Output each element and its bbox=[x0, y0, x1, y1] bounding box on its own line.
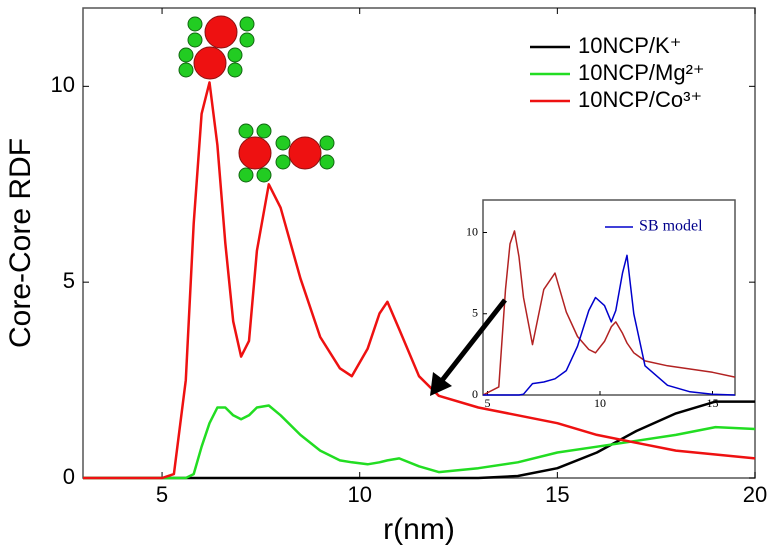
legend-label: 10NCP/Co³⁺ bbox=[578, 87, 702, 112]
x-tick-label: 10 bbox=[594, 396, 606, 410]
series-line bbox=[482, 230, 736, 396]
y-tick-label: 10 bbox=[51, 72, 75, 97]
plot-area bbox=[482, 199, 736, 396]
y-tick-label: 0 bbox=[63, 464, 75, 489]
y-tick-label: 0 bbox=[472, 387, 478, 401]
arrow bbox=[430, 298, 507, 396]
x-tick-label: 5 bbox=[156, 482, 168, 507]
y-tick-label: 5 bbox=[63, 268, 75, 293]
legend-label: 10NCP/Mg²⁺ bbox=[578, 60, 705, 85]
legend-label: SB model bbox=[639, 218, 703, 235]
y-axis-title: Core-Core RDF bbox=[4, 138, 37, 348]
plots: 5 10 15 20051010NCP/K⁺10NCP/Mg²⁺10NCP/Co³⁺r… bbox=[4, 7, 767, 546]
series-line bbox=[483, 254, 736, 396]
x-tick-label: 10 bbox=[347, 482, 371, 507]
x-axis-title: r(nm) bbox=[383, 513, 455, 546]
x-tick-label: 15 bbox=[707, 396, 719, 410]
x-tick-label: 5 bbox=[485, 396, 491, 410]
series-line bbox=[83, 404, 756, 480]
series-line bbox=[83, 400, 755, 480]
y-tick-label: 10 bbox=[466, 224, 478, 238]
legend-label: 10NCP/K⁺ bbox=[578, 33, 681, 58]
molecule-icons bbox=[178, 15, 335, 183]
x-tick-label: 20 bbox=[743, 482, 767, 507]
x-tick-label: 15 bbox=[545, 482, 569, 507]
series-line bbox=[83, 81, 756, 480]
y-tick-label: 5 bbox=[472, 306, 478, 320]
